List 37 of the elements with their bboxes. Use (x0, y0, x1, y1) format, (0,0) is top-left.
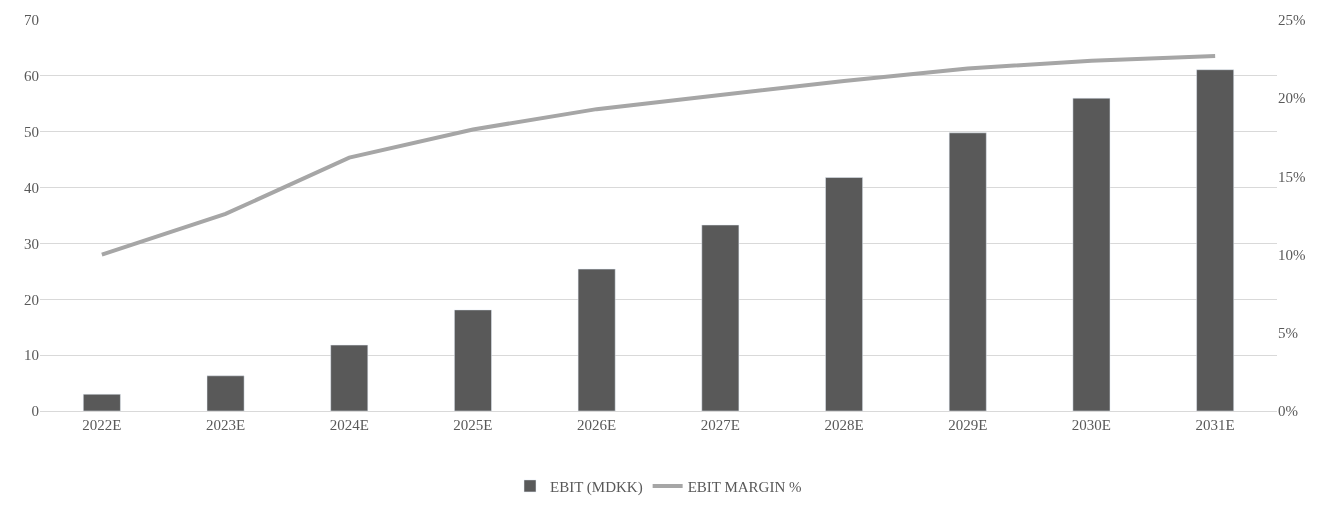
y2-tick-label: 0% (1278, 403, 1298, 420)
y-tick-label: 30 (24, 235, 39, 252)
x-tick-label: 2027E (700, 417, 740, 433)
bar (1196, 69, 1234, 411)
bar (1072, 97, 1111, 411)
y-tick-label: 70 (24, 12, 39, 29)
y-tick-label: 60 (24, 68, 39, 85)
bar (577, 268, 616, 411)
bar (454, 309, 492, 411)
x-tick-label: 2023E (205, 417, 246, 433)
bar (948, 132, 987, 411)
x-tick-label: 2022E (82, 417, 122, 433)
bar (825, 177, 863, 411)
bar (83, 393, 121, 411)
y2-tick-label: 5% (1278, 325, 1298, 342)
x-tick-label: 2028E (824, 417, 864, 433)
x-tick-label: 2031E (1195, 417, 1235, 433)
line-series (99, 53, 1218, 257)
y2-tick-label: 25% (1278, 12, 1306, 29)
y-tick-label: 0 (31, 403, 39, 420)
x-tick-label: 2030E (1071, 417, 1112, 433)
y2-tick-label: 20% (1278, 90, 1306, 107)
legend-label: EBIT MARGIN % (687, 478, 802, 495)
bar (330, 344, 369, 411)
x-tick-label: 2024E (329, 417, 369, 433)
y-tick-label: 40 (24, 179, 39, 196)
legend-label: EBIT (MDKK) (550, 478, 643, 496)
bar (701, 224, 740, 411)
x-tick-label: 2029E (948, 417, 988, 433)
y-tick-label: 50 (24, 123, 39, 140)
bar (206, 375, 245, 411)
y-tick-label: 10 (24, 347, 39, 364)
y2-tick-label: 10% (1278, 246, 1306, 263)
y-tick-label: 20 (24, 291, 39, 308)
x-tick-label: 2026E (577, 417, 617, 433)
y2-tick-label: 15% (1278, 168, 1306, 185)
x-tick-label: 2025E (453, 417, 493, 433)
